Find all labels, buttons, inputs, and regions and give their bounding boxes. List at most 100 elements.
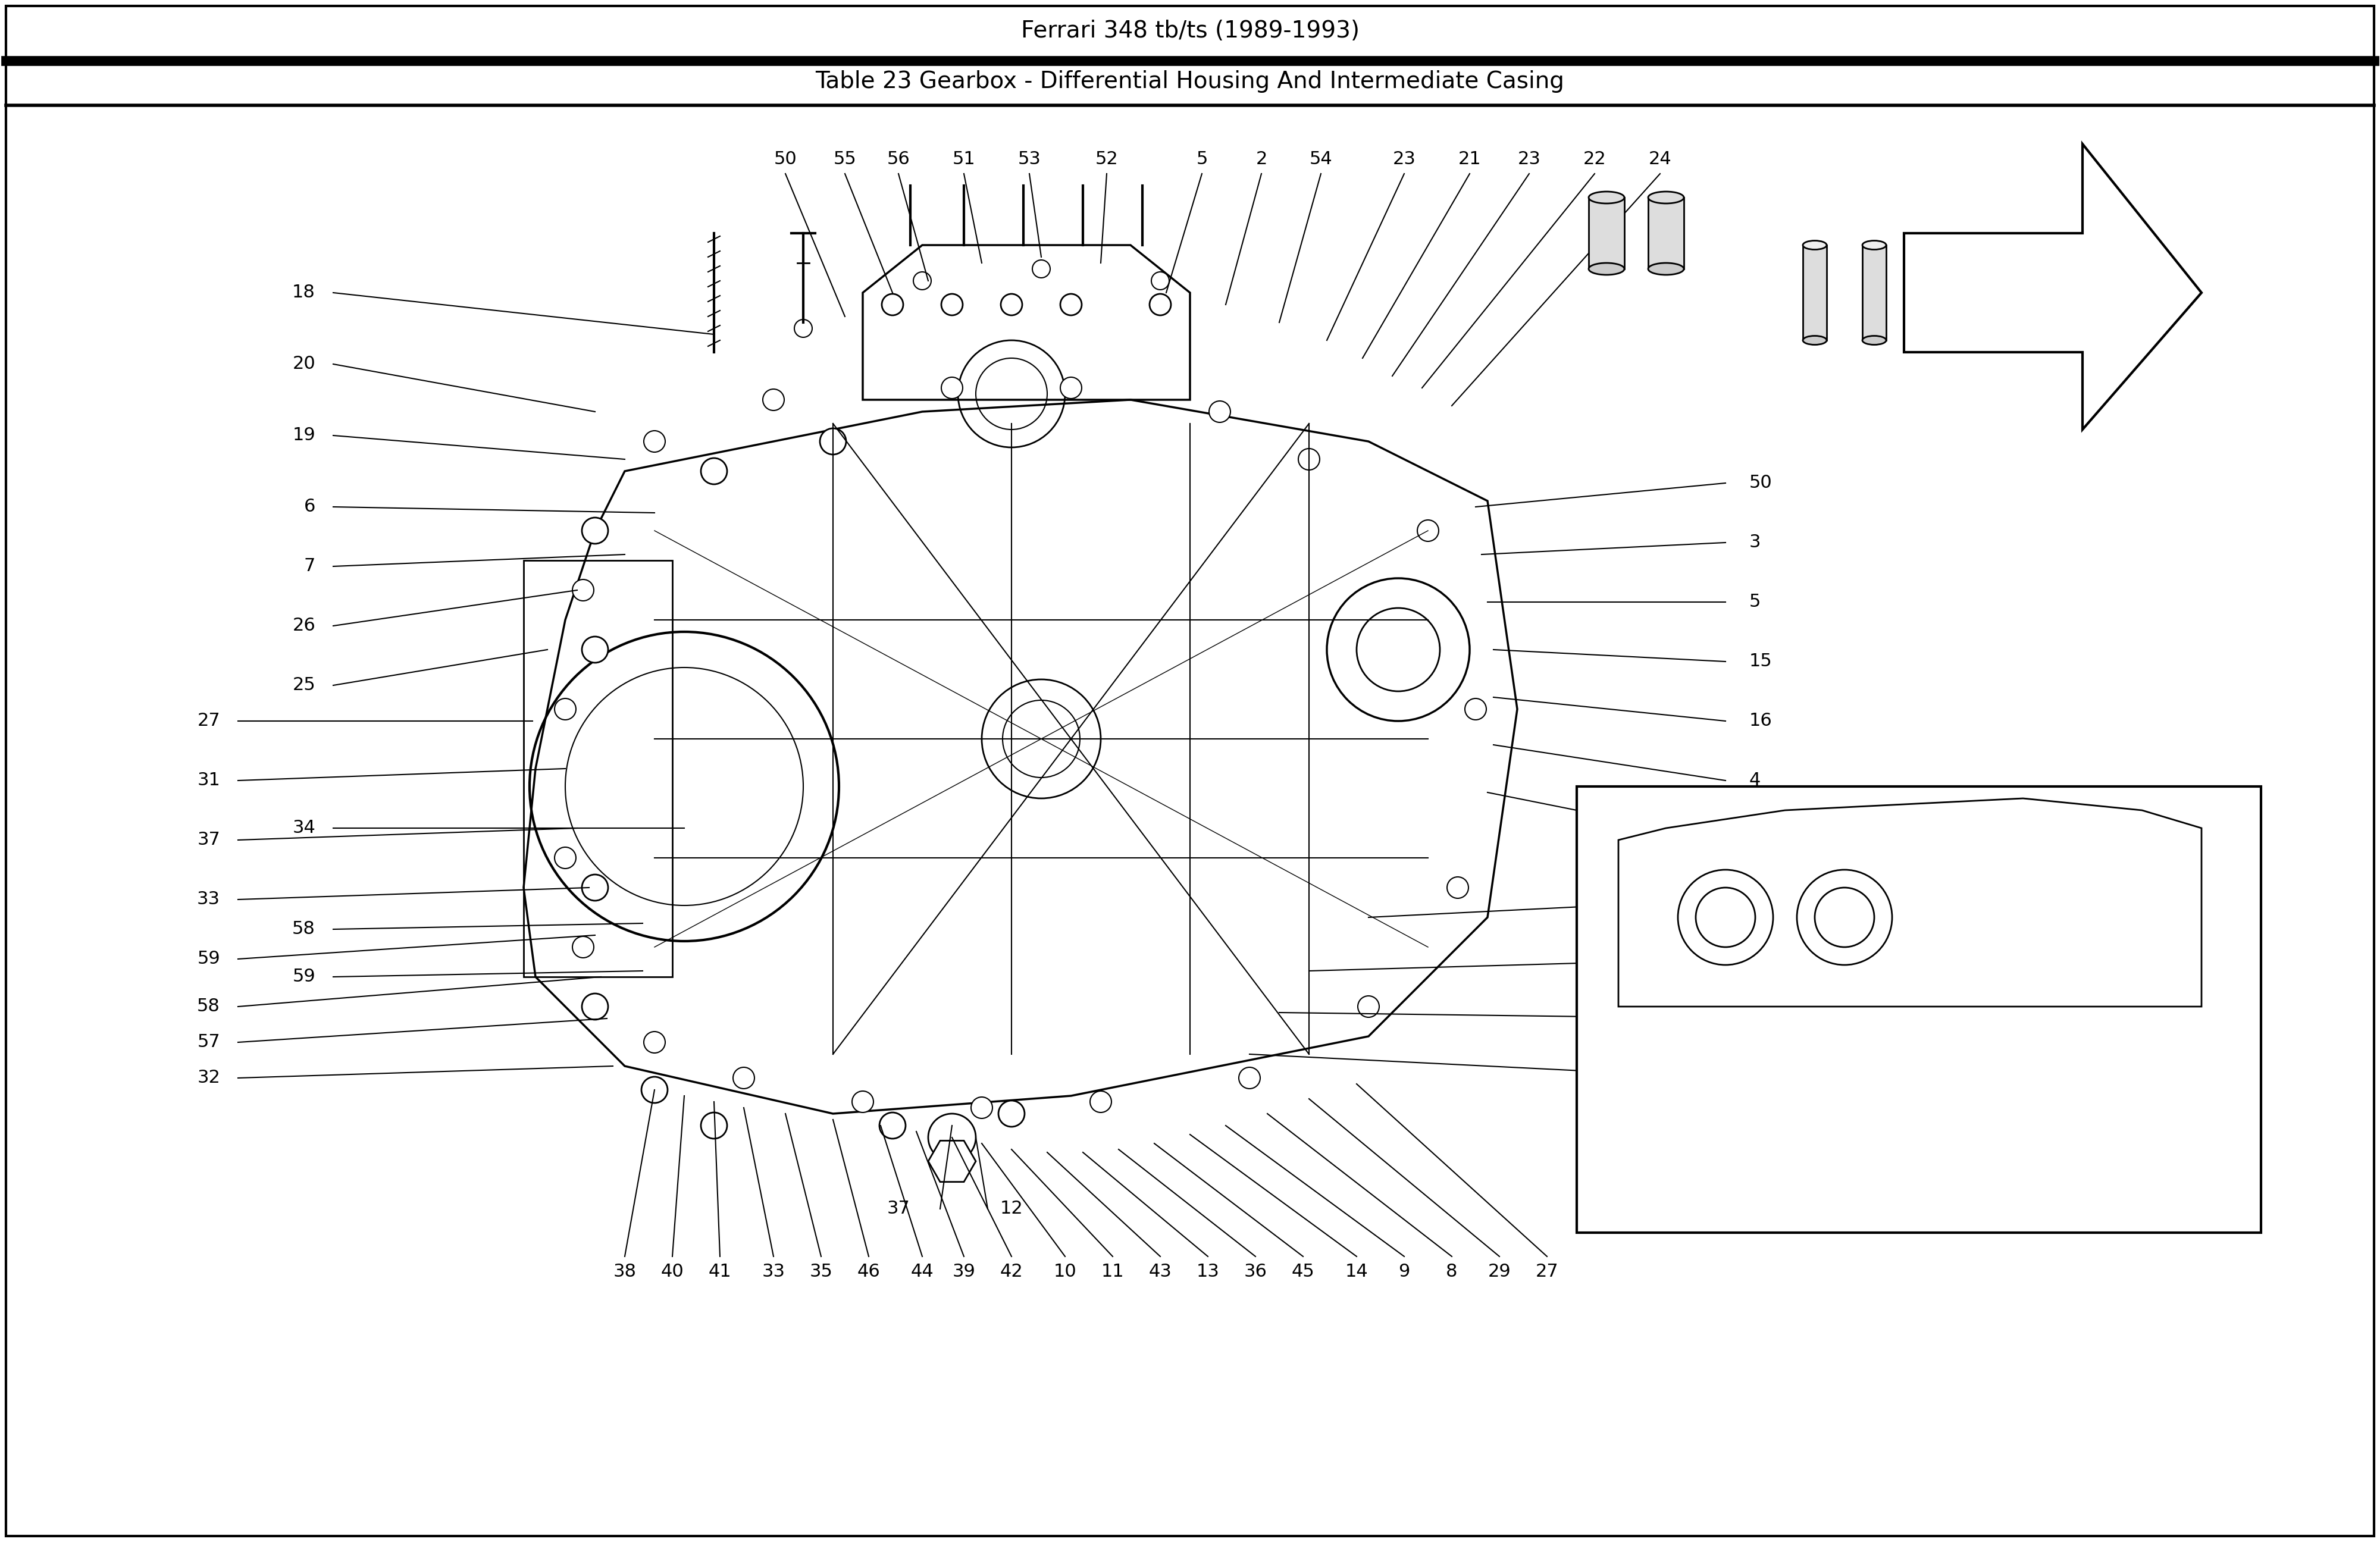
Circle shape — [571, 936, 595, 958]
Ellipse shape — [1647, 191, 1685, 204]
Ellipse shape — [1804, 336, 1828, 345]
Circle shape — [1033, 261, 1050, 278]
Polygon shape — [928, 1141, 976, 1181]
Ellipse shape — [1861, 336, 1885, 345]
Text: 11: 11 — [1102, 1263, 1123, 1280]
Circle shape — [1447, 877, 1468, 899]
Circle shape — [1209, 401, 1230, 423]
Circle shape — [1299, 449, 1319, 470]
Text: 45: 45 — [1292, 1263, 1314, 1280]
Text: 18: 18 — [293, 284, 314, 301]
Bar — [524, 560, 674, 976]
Text: 59: 59 — [293, 968, 314, 985]
Text: 13: 13 — [1197, 1263, 1219, 1280]
Text: 38: 38 — [614, 1263, 635, 1280]
Text: 22: 22 — [1583, 150, 1606, 168]
Circle shape — [942, 295, 962, 315]
Text: 59: 59 — [198, 950, 219, 968]
Circle shape — [700, 458, 728, 484]
Circle shape — [1152, 271, 1169, 290]
Bar — [1647, 197, 1685, 268]
Text: 27: 27 — [1535, 1263, 1559, 1280]
Text: 37: 37 — [888, 1200, 909, 1218]
Text: 25: 25 — [293, 677, 314, 694]
Text: 56: 56 — [888, 150, 909, 168]
Ellipse shape — [1804, 241, 1828, 250]
Text: 44: 44 — [912, 1263, 933, 1280]
Circle shape — [881, 295, 904, 315]
Text: 8: 8 — [1447, 1263, 1457, 1280]
Circle shape — [914, 271, 931, 290]
Text: 31: 31 — [1833, 1167, 1856, 1184]
Circle shape — [795, 319, 812, 338]
Text: 35: 35 — [809, 1263, 833, 1280]
Text: 25: 25 — [1749, 1069, 1773, 1087]
Text: 3: 3 — [1749, 534, 1761, 550]
Text: 29: 29 — [1488, 1263, 1511, 1280]
Ellipse shape — [1590, 264, 1623, 274]
Text: 48: 48 — [1642, 1167, 1666, 1184]
Circle shape — [1061, 378, 1081, 398]
Text: 5: 5 — [1749, 594, 1761, 611]
Circle shape — [555, 847, 576, 868]
Text: 17: 17 — [1749, 831, 1773, 848]
Circle shape — [643, 430, 666, 452]
Text: 58: 58 — [198, 998, 219, 1015]
Text: 16: 16 — [1749, 712, 1773, 729]
Circle shape — [762, 389, 785, 410]
Text: 39: 39 — [952, 1263, 976, 1280]
Text: 12: 12 — [1000, 1200, 1023, 1218]
Text: 57: 57 — [198, 1033, 219, 1052]
Text: 32: 32 — [198, 1069, 219, 1087]
Circle shape — [852, 1092, 873, 1112]
Text: 58: 58 — [293, 921, 314, 938]
Circle shape — [1150, 295, 1171, 315]
Text: 50: 50 — [1749, 475, 1773, 492]
Text: 1: 1 — [1749, 950, 1761, 968]
Bar — [1804, 245, 1828, 341]
Circle shape — [733, 1067, 754, 1089]
Text: 55: 55 — [833, 150, 857, 168]
Text: 14: 14 — [1345, 1263, 1368, 1280]
Text: 26: 26 — [293, 617, 314, 634]
Text: 27: 27 — [198, 712, 219, 729]
Text: 52: 52 — [1095, 150, 1119, 168]
Text: 36: 36 — [1245, 1263, 1266, 1280]
Text: 43: 43 — [1150, 1263, 1171, 1280]
Text: 50: 50 — [774, 150, 797, 168]
Circle shape — [971, 1096, 992, 1118]
Circle shape — [881, 1112, 904, 1138]
Text: 5: 5 — [1197, 150, 1207, 168]
Text: 41: 41 — [709, 1263, 731, 1280]
Circle shape — [1466, 699, 1485, 720]
Text: 19: 19 — [293, 427, 314, 444]
Bar — [1590, 197, 1623, 268]
Text: 21: 21 — [1459, 150, 1480, 168]
Circle shape — [1000, 295, 1023, 315]
Text: 10: 10 — [1054, 1263, 1076, 1280]
Circle shape — [1090, 1092, 1111, 1112]
Text: 33: 33 — [762, 1263, 785, 1280]
Text: 42: 42 — [1000, 1263, 1023, 1280]
Text: 54: 54 — [1309, 150, 1333, 168]
Circle shape — [571, 580, 595, 601]
Text: 31: 31 — [198, 773, 219, 790]
Text: 47: 47 — [2011, 1167, 2035, 1184]
Circle shape — [581, 874, 609, 901]
Text: 2: 2 — [1257, 150, 1266, 168]
Text: 15: 15 — [1749, 652, 1773, 671]
Text: 30: 30 — [1749, 891, 1773, 908]
Text: 20: 20 — [293, 356, 314, 373]
Text: 53: 53 — [1019, 150, 1040, 168]
Text: 9: 9 — [1399, 1263, 1409, 1280]
Circle shape — [581, 518, 609, 544]
Text: 26: 26 — [1749, 1010, 1773, 1027]
Text: 23: 23 — [1518, 150, 1540, 168]
Text: 51: 51 — [952, 150, 976, 168]
Circle shape — [643, 1076, 666, 1103]
Circle shape — [643, 1032, 666, 1053]
Polygon shape — [1904, 143, 2202, 430]
Text: 7: 7 — [305, 558, 314, 575]
Circle shape — [581, 637, 609, 663]
Circle shape — [1061, 295, 1081, 315]
